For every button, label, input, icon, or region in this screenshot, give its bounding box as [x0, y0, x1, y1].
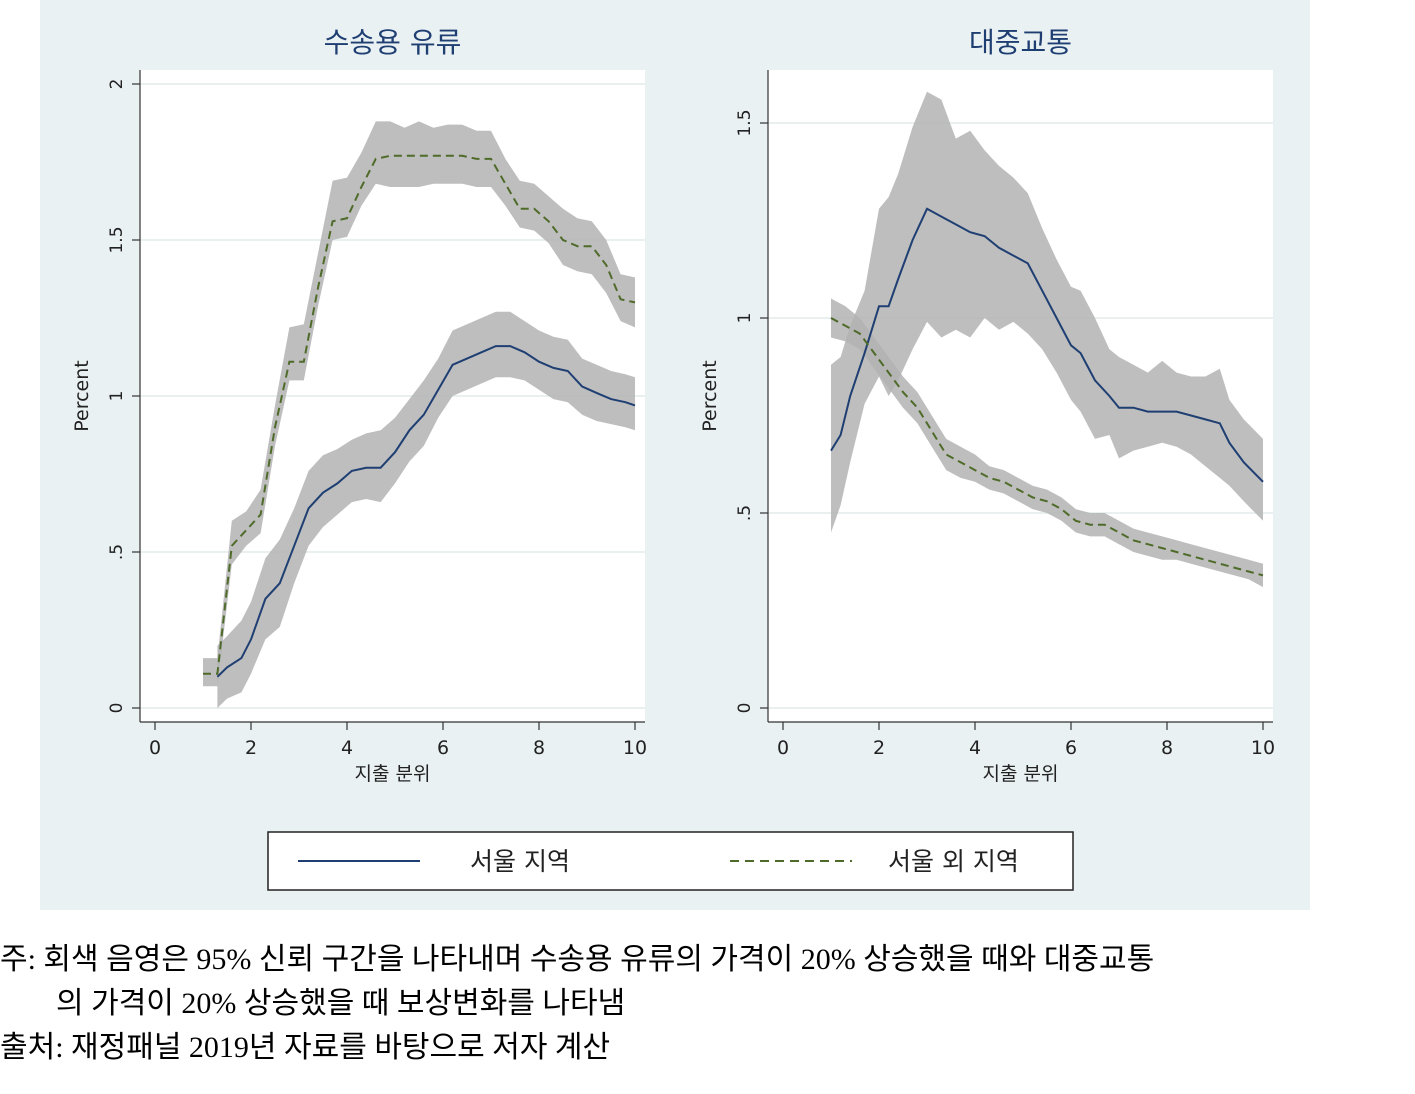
- y-tick-label: 1: [735, 313, 755, 324]
- legend-label-2: 서울 외 지역: [888, 847, 1019, 876]
- chart-title: 수송용 유류: [324, 26, 462, 59]
- series-line-2: [830, 317, 1264, 577]
- note-line-1: 주: 회색 음영은 95% 신뢰 구간을 나타내며 수송용 유류의 가격이 20…: [0, 943, 1155, 976]
- x-tick-label: 6: [1065, 737, 1077, 759]
- ci-band-series-2: [831, 298, 1263, 588]
- figure-notes: 주: 회색 음영은 95% 신뢰 구간을 나타내며 수송용 유류의 가격이 20…: [0, 938, 1415, 1070]
- series-line-2: [203, 154, 636, 675]
- x-tick-label: 10: [1251, 737, 1275, 759]
- ci-band-series-1: [831, 91, 1263, 533]
- note-line-2: 의 가격이 20% 상승했을 때 보상변화를 나타냄: [56, 987, 626, 1020]
- source-line: 출처: 재정패널 2019년 자료를 바탕으로 저자 계산: [0, 1031, 611, 1064]
- y-tick-label: 0: [735, 703, 755, 714]
- y-tick-label: 1.5: [107, 226, 127, 253]
- legend-label-1: 서울 지역: [470, 847, 570, 876]
- y-tick-label: 1: [107, 391, 127, 402]
- x-tick-label: 10: [623, 737, 647, 759]
- y-tick-label: .5: [107, 544, 127, 560]
- x-tick-label: 6: [437, 737, 449, 759]
- ci-band-series-1: [217, 311, 635, 708]
- x-axis-label: 지출 분위: [983, 763, 1059, 785]
- y-tick-label: 0: [107, 703, 127, 714]
- legend: 서울 지역 서울 외 지역: [267, 831, 1074, 891]
- y-tick-label: .5: [735, 505, 755, 521]
- series-line-1: [216, 345, 636, 678]
- x-tick-label: 4: [341, 737, 353, 759]
- x-tick-label: 0: [777, 737, 789, 759]
- x-axis-label: 지출 분위: [355, 763, 431, 785]
- x-tick-label: 4: [969, 737, 981, 759]
- series-line-1: [830, 207, 1264, 483]
- x-tick-label: 2: [873, 737, 885, 759]
- x-tick-label: 2: [245, 737, 257, 759]
- x-tick-label: 8: [533, 737, 545, 759]
- y-tick-label: 1.5: [735, 109, 755, 136]
- x-tick-label: 8: [1161, 737, 1173, 759]
- y-tick-label: 2: [107, 79, 127, 90]
- chart-title: 대중교통: [969, 26, 1072, 59]
- figure-panel: 0 .5 1 1.5 2 0 2 4 6 8 10 수송용 유류 지출 분위 Percent 0 .5 1 1.5…: [40, 0, 1310, 910]
- y-axis-label: Percent: [699, 360, 721, 432]
- x-tick-label: 0: [149, 737, 161, 759]
- y-axis-label: Percent: [71, 360, 93, 432]
